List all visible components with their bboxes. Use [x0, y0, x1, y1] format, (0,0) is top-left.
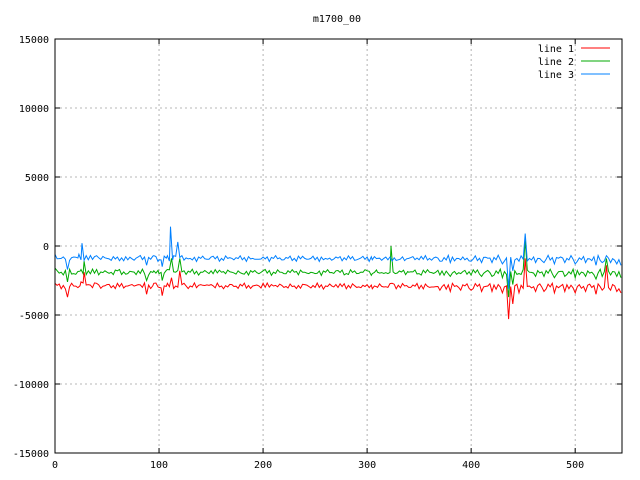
y-tick-label: 15000: [19, 35, 49, 46]
legend-label-2: line 2: [538, 57, 574, 68]
y-tick-label: -15000: [13, 449, 49, 460]
legend: line 1 line 2 line 3: [538, 44, 610, 81]
grid-lines: [55, 39, 622, 453]
y-tick-label: -5000: [19, 311, 49, 322]
series-lines: [54, 226, 622, 320]
series-line-3: [54, 226, 622, 289]
legend-label-1: line 1: [538, 44, 574, 55]
axis-ticks: 0 100 200 300 400 500 -15000 -10000 -5000 0 5000 10…: [13, 35, 622, 471]
x-tick-label: 100: [150, 460, 168, 471]
x-tick-label: 400: [462, 460, 480, 471]
x-tick-label: 200: [254, 460, 272, 471]
x-tick-label: 500: [566, 460, 584, 471]
x-tick-label: 0: [52, 460, 58, 471]
series-line-1: [54, 258, 622, 320]
y-tick-label: 0: [43, 242, 49, 253]
chart-title: m1700_00: [313, 14, 361, 25]
y-tick-label: -10000: [13, 380, 49, 391]
x-tick-label: 300: [358, 460, 376, 471]
y-tick-label: 10000: [19, 104, 49, 115]
legend-label-3: line 3: [538, 70, 574, 81]
series-line-2: [54, 240, 622, 298]
y-tick-label: 5000: [25, 173, 49, 184]
